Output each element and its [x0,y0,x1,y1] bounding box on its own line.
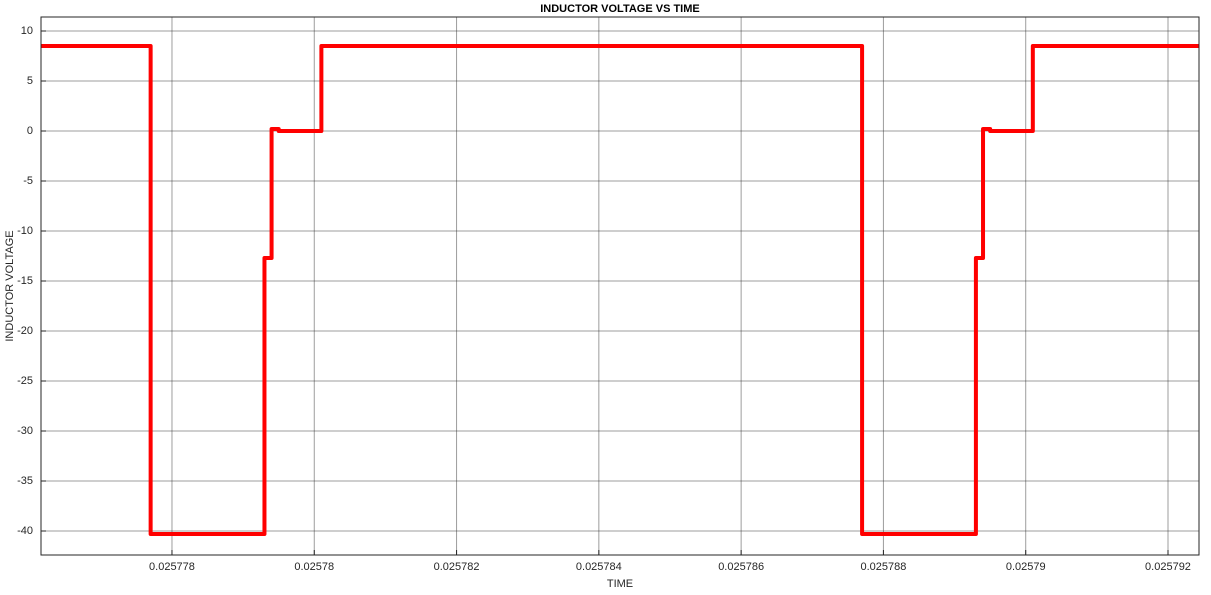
y-tick-label: -35 [17,475,33,487]
y-tick-label: 5 [27,75,33,87]
x-tick-label: 0.02579 [1006,561,1046,573]
axes-box [40,16,1200,556]
y-axis-label: INDUCTOR VOLTAGE [4,230,16,341]
x-tick-label: 0.02578 [294,561,334,573]
x-tick-label: 0.025778 [149,561,195,573]
data-line [41,44,1199,536]
y-tick-label: -40 [17,525,33,537]
x-tick-label: 0.025784 [576,561,622,573]
x-tick-label: 0.025782 [434,561,480,573]
y-tick-label: -25 [17,375,33,387]
y-tick-label: -20 [17,325,33,337]
y-tick-label: -5 [23,175,33,187]
x-tick-label: 0.025788 [860,561,906,573]
y-tick-label: 0 [27,125,33,137]
chart-title: INDUCTOR VOLTAGE VS TIME [540,3,700,15]
x-axis-label: TIME [607,578,633,590]
x-tick-label: 0.025786 [718,561,764,573]
y-tick-label: -10 [17,225,33,237]
plot-area [41,17,1199,555]
y-tick-label: -15 [17,275,33,287]
y-tick-label: -30 [17,425,33,437]
y-tick-label: 10 [21,25,33,37]
x-tick-label: 0.025792 [1145,561,1191,573]
